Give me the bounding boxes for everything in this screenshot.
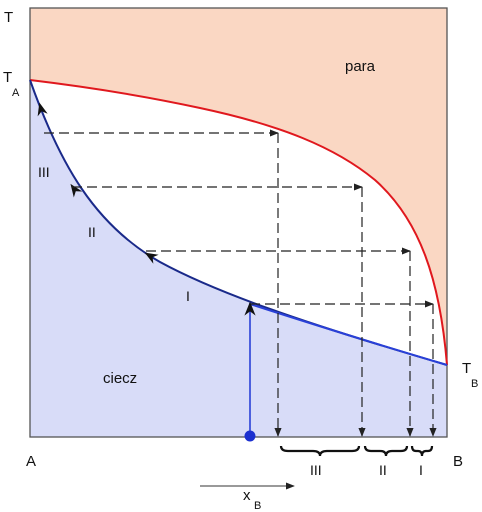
t-a-subscript: A xyxy=(12,87,20,99)
t-b-label: T xyxy=(462,360,471,377)
stage-label-I-axis: I xyxy=(419,462,423,478)
brace-II xyxy=(365,446,407,456)
t-b-subscript: B xyxy=(471,378,478,390)
stage-label-I-curve: I xyxy=(186,288,190,304)
x-label: x xyxy=(243,487,251,504)
brace-III xyxy=(281,446,359,456)
a-label: A xyxy=(26,453,36,470)
stage-label-III-axis: III xyxy=(310,462,322,478)
start-point xyxy=(245,431,256,442)
t-axis-label: T xyxy=(4,9,13,26)
b-label: B xyxy=(453,453,463,470)
x-subscript: B xyxy=(254,500,261,512)
stage-label-II-axis: II xyxy=(379,462,387,478)
brace-I xyxy=(412,446,432,456)
vapour-label: para xyxy=(345,58,376,75)
liquid-label: ciecz xyxy=(103,370,137,387)
stage-label-III-curve: III xyxy=(38,164,50,180)
stage-label-II-curve: II xyxy=(88,224,96,240)
t-a-label: T xyxy=(3,69,12,86)
